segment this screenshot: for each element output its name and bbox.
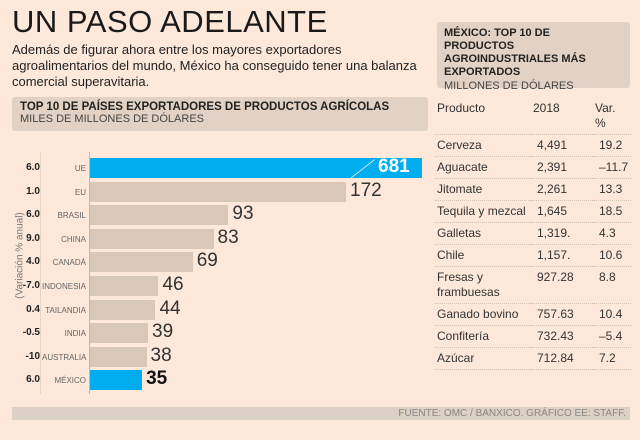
product-cell: Confitería — [435, 325, 531, 348]
variation-label: 6.0 — [26, 374, 40, 386]
col-header: Var. % — [593, 98, 631, 135]
col-header: Producto — [435, 98, 531, 135]
country-label: CANADÁ — [52, 258, 86, 268]
value-cell: 712.84 — [531, 347, 593, 370]
bar — [90, 158, 422, 178]
variation-label: 6.0 — [26, 162, 40, 173]
product-cell: Tequila y mezcal — [435, 200, 531, 223]
variation-label: -7.0 — [22, 280, 40, 291]
headline: UN PASO ADELANTE — [12, 4, 328, 39]
value-label: 35 — [146, 368, 168, 390]
value-label: 46 — [162, 274, 184, 295]
col-header: 2018 — [531, 98, 593, 135]
divider — [40, 152, 41, 394]
change-cell: 8.8 — [593, 266, 631, 304]
source-note: FUENTE: OMC / BANXICO. GRÁFICO EE: STAFF… — [12, 407, 630, 420]
products-table: Producto 2018 Var. % Cerveza 4,491 19.2 Agu… — [435, 98, 631, 370]
product-cell: Jitomate — [435, 178, 531, 201]
table-title: MÉXICO: TOP 10 DE PRODUCTOS AGROINDUSTRI… — [444, 27, 586, 78]
change-cell: 19.2 — [593, 134, 631, 157]
value-cell: 4,491 — [531, 134, 593, 157]
chart-subtitle: MILES DE MILLONES DE DÓLARES — [20, 113, 204, 125]
value-cell: 1,319. — [531, 222, 593, 245]
value-cell: 927.28 — [531, 266, 593, 304]
variation-label: -0.5 — [22, 327, 40, 339]
country-label: BRASIL — [57, 211, 86, 221]
variation-label: 9.0 — [26, 232, 40, 244]
product-cell: Ganado bovino — [435, 303, 531, 326]
chart-title: TOP 10 DE PAÍSES EXPORTADORES DE PRODUCT… — [20, 101, 390, 113]
variation-label: -10 — [25, 350, 40, 362]
country-label: INDONESIA — [42, 282, 87, 291]
table-row: Azúcar 712.84 7.2 — [435, 347, 631, 370]
table-header: MÉXICO: TOP 10 DE PRODUCTOS AGROINDUSTRI… — [437, 22, 630, 92]
bar — [90, 323, 149, 344]
variation-label: 4.0 — [26, 256, 40, 268]
product-cell: Fresas y frambuesas — [435, 266, 531, 304]
change-cell: 10.6 — [593, 244, 631, 267]
value-label: 681 — [378, 156, 410, 177]
table-row: Cerveza 4,491 19.2 — [435, 134, 631, 157]
chart-header: TOP 10 DE PAÍSES EXPORTADORES DE PRODUCT… — [12, 97, 428, 131]
country-label: CHINA — [61, 234, 86, 244]
table-subtitle: MILLONES DE DÓLARES — [444, 80, 574, 92]
value-label: 83 — [217, 226, 239, 248]
variation-label: 1.0 — [26, 185, 40, 197]
country-label: AUSTRALIA — [42, 352, 87, 362]
bar — [90, 346, 147, 367]
country-label: INDIA — [64, 329, 86, 339]
change-cell: 7.2 — [593, 347, 631, 370]
change-cell: 13.3 — [593, 178, 631, 201]
country-label: EU — [74, 187, 86, 197]
product-cell: Galletas — [435, 222, 531, 245]
table-row: Galletas 1,319. 4.3 — [435, 222, 631, 245]
bar — [90, 370, 143, 391]
bar — [90, 181, 346, 202]
table-row: Chile 1,157. 10.6 — [435, 244, 631, 267]
product-cell: Aguacate — [435, 156, 531, 179]
product-cell: Cerveza — [435, 134, 531, 157]
country-label: UE — [74, 164, 86, 173]
value-cell: 1,157. — [531, 244, 593, 267]
value-label: 172 — [350, 179, 382, 201]
bar — [90, 276, 159, 296]
bar — [90, 299, 156, 320]
country-label: TAILANDIA — [45, 305, 86, 315]
chart-axis — [89, 152, 90, 394]
value-cell: 2,391 — [531, 156, 593, 179]
table-row: Jitomate 2,261 13.3 — [435, 178, 631, 201]
table-row: Tequila y mezcal 1,645 18.5 — [435, 200, 631, 223]
change-cell: 18.5 — [593, 200, 631, 223]
change-cell: 4.3 — [593, 222, 631, 245]
product-cell: Chile — [435, 244, 531, 267]
variation-label: 0.4 — [26, 303, 40, 315]
bar — [90, 252, 193, 273]
intro-text: Además de figurar ahora entre los mayore… — [12, 42, 417, 89]
value-cell: 757.63 — [531, 303, 593, 326]
change-cell: –5.4 — [593, 325, 631, 348]
value-cell: 2,261 — [531, 178, 593, 201]
table-row: Confitería 732.43 –5.4 — [435, 325, 631, 348]
change-cell: 10.4 — [593, 303, 631, 326]
value-label: 69 — [196, 250, 218, 272]
value-cell: 732.43 — [531, 325, 593, 348]
bar — [90, 228, 214, 249]
change-cell: –11.7 — [593, 156, 631, 179]
country-label: MÉXICO — [54, 376, 86, 386]
variation-label: 6.0 — [26, 209, 40, 221]
value-label: 93 — [232, 203, 254, 225]
table-row: Aguacate 2,391 –11.7 — [435, 156, 631, 179]
value-label: 39 — [152, 321, 174, 343]
bar — [90, 205, 229, 226]
value-cell: 1,645 — [531, 200, 593, 223]
value-label: 44 — [159, 297, 181, 319]
value-label: 38 — [150, 344, 172, 366]
product-cell: Azúcar — [435, 347, 531, 370]
table-row: Fresas y frambuesas 927.28 8.8 — [435, 266, 631, 304]
table-header-row: Producto 2018 Var. % — [435, 98, 631, 135]
table-row: Ganado bovino 757.63 10.4 — [435, 303, 631, 326]
